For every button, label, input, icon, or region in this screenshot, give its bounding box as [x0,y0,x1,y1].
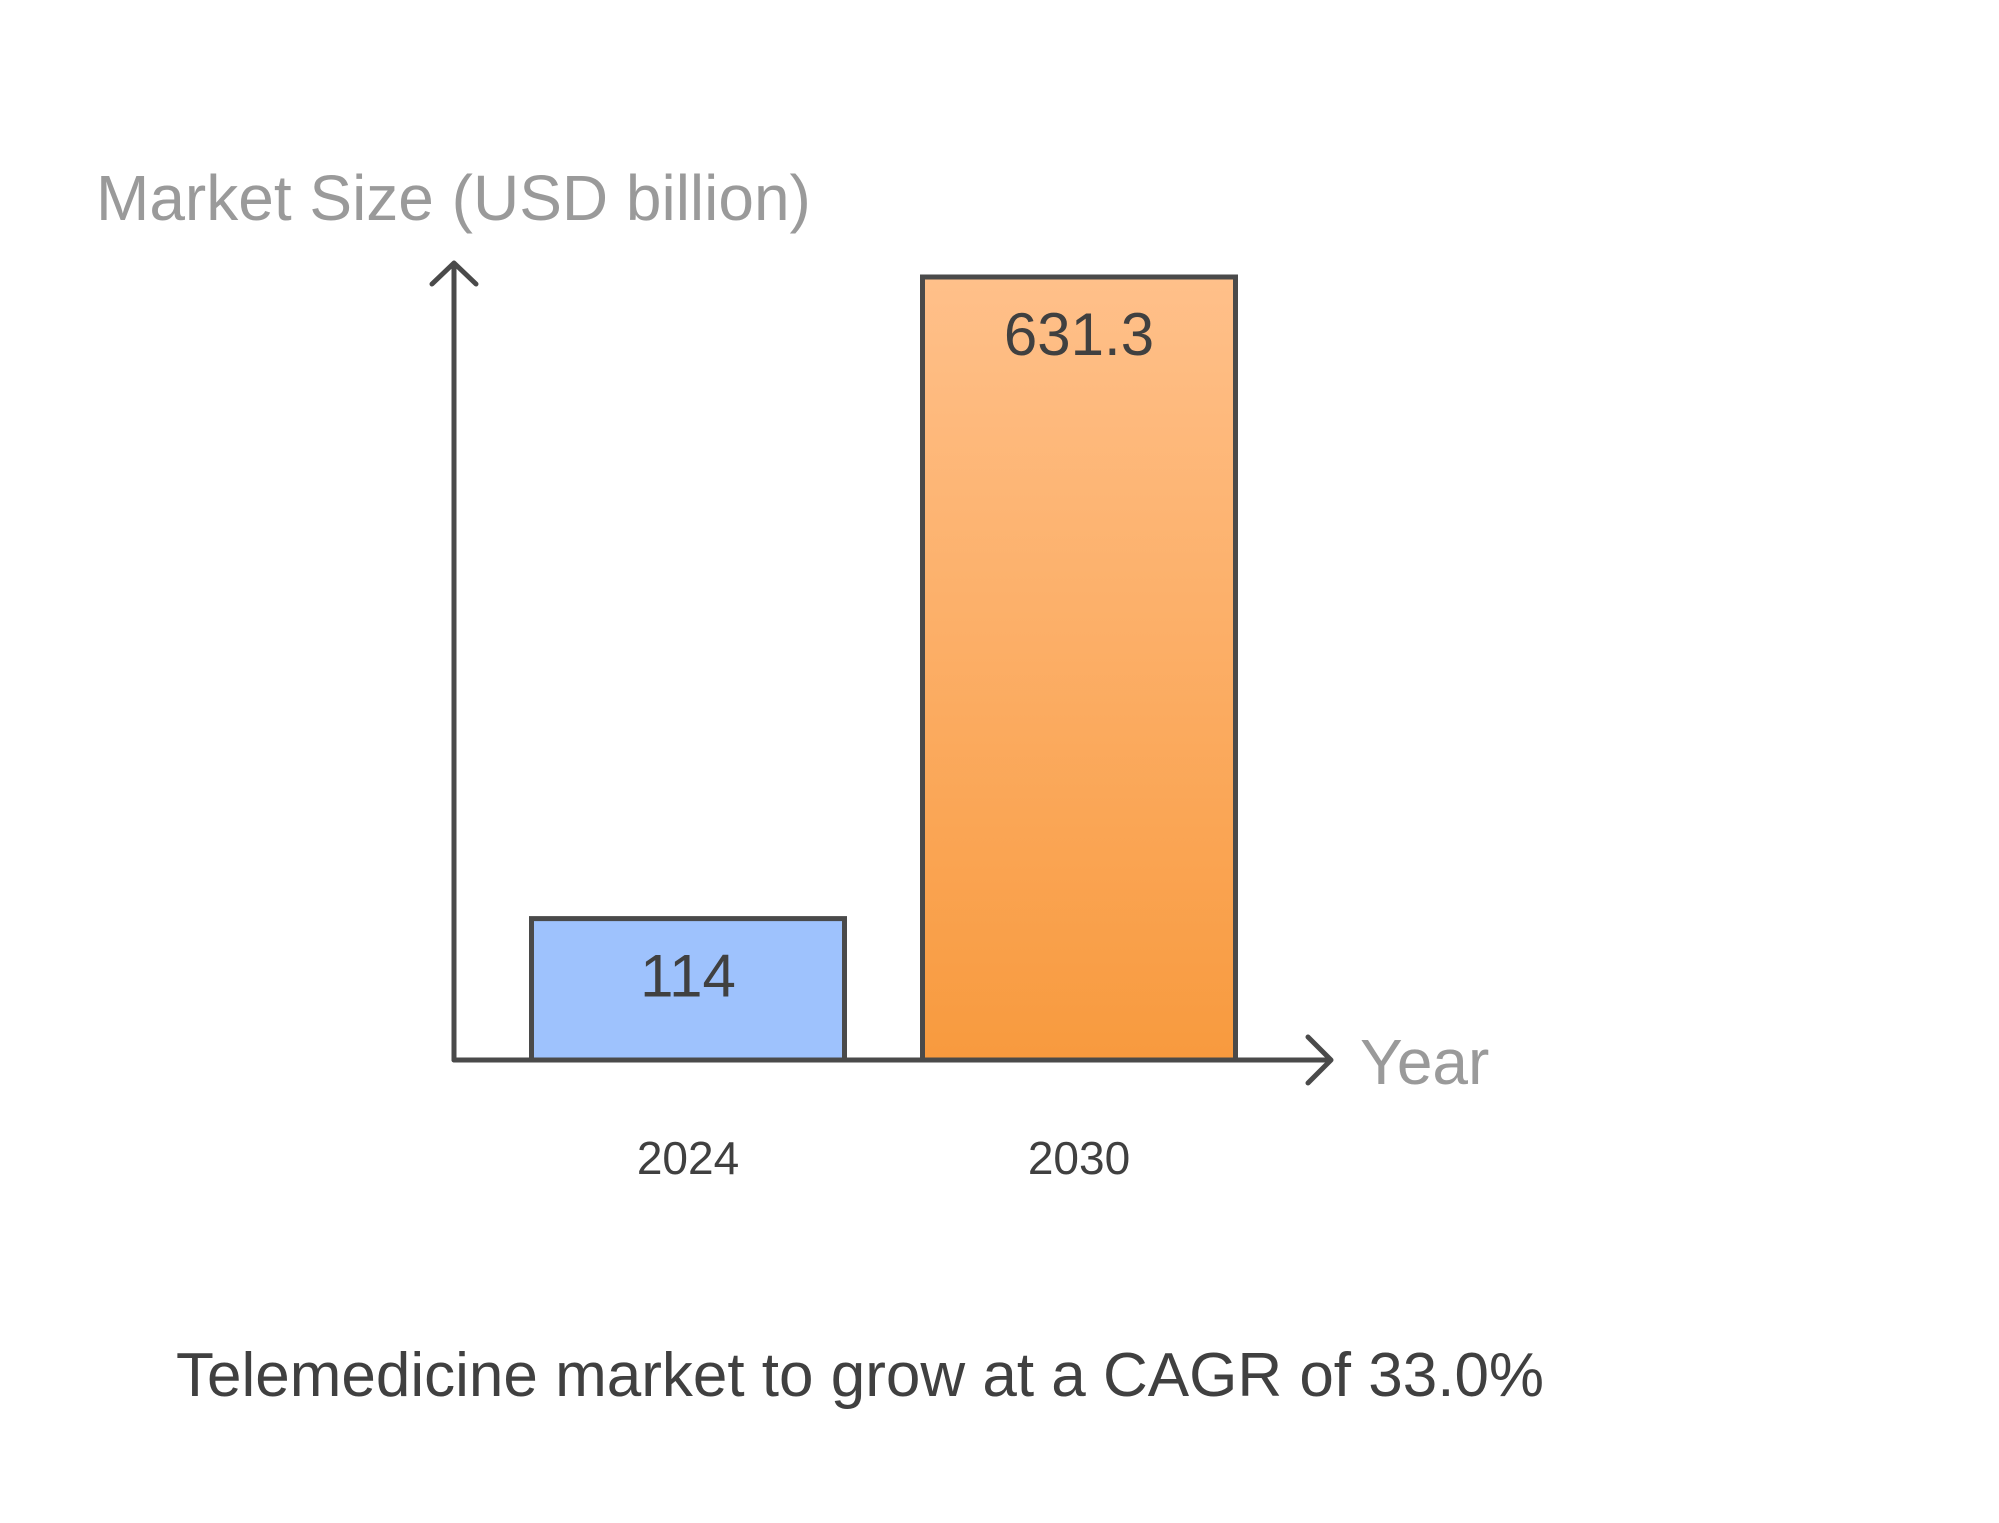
bar-2024 [529,916,847,1063]
x-tick-label-2030: 2030 [1028,1132,1130,1184]
bar-labels-group: 114 631.3 [640,301,1154,1010]
bar-value-label-2024: 114 [640,943,736,1010]
x-tick-labels-group: 2024 2030 [637,1132,1130,1184]
y-axis-arrow-icon [429,260,479,287]
bars-group [529,274,1238,1063]
x-axis-title: Year [1360,1026,1489,1098]
y-axis-title: Market Size (USD billion) [96,162,811,234]
x-axis-arrow-icon [1305,1034,1334,1086]
bar-2030 [920,274,1238,1063]
chart-caption: Telemedicine market to grow at a CAGR of… [176,1341,1544,1410]
x-tick-label-2024: 2024 [637,1132,739,1184]
bar-value-label-2030: 631.3 [1004,301,1154,368]
